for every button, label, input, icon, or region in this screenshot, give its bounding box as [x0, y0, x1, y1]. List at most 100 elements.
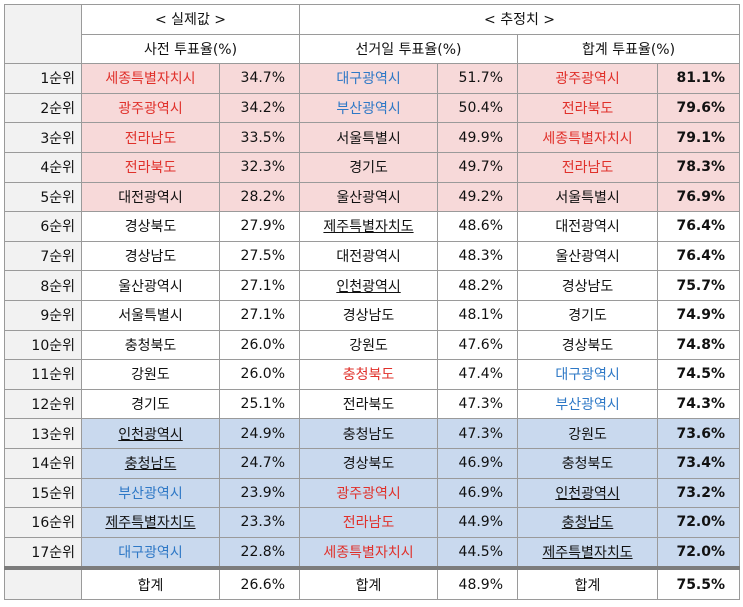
eday-pct-cell: 46.9%	[437, 477, 519, 509]
pre-pct-cell: 32.3%	[218, 151, 301, 183]
pre-pct-cell: 24.9%	[218, 418, 301, 449]
total-region-cell: 광주광역시	[517, 63, 659, 94]
total-region-cell: 전라북도	[517, 92, 659, 124]
total-region-cell: 충청남도	[517, 507, 659, 538]
total-pct-cell: 74.3%	[657, 388, 741, 420]
eday-pct-cell: 44.5%	[437, 536, 519, 569]
eday-pct-cell: 47.3%	[437, 388, 519, 420]
table-row: 16순위 제주특별자치도 23.3% 전라남도 44.9% 충청남도 72.0%	[4, 507, 741, 538]
eday-pct-cell: 46.9%	[437, 447, 519, 479]
table-row: 14순위 충청남도 24.7% 경상북도 46.9% 충청북도 73.4%	[4, 447, 741, 479]
total-pct-cell: 74.9%	[657, 299, 741, 331]
eday-region-cell: 대구광역시	[299, 63, 439, 94]
eday-pct-cell: 51.7%	[437, 63, 519, 94]
turnout-table: < 실제값 > < 추정치 > 사전 투표율(%) 선거일 투표율(%) 합계 …	[4, 3, 741, 600]
pre-pct-cell: 34.7%	[218, 63, 301, 94]
pre-region-cell: 경상남도	[81, 240, 220, 272]
total-label-total: 합계	[517, 566, 659, 600]
rank-cell: 8순위	[4, 270, 82, 301]
total-region-cell: 제주특별자치도	[517, 536, 659, 569]
pre-region-cell: 울산광역시	[81, 270, 220, 301]
pre-pct-cell: 33.5%	[218, 122, 301, 153]
pre-pct-cell: 27.1%	[218, 299, 301, 331]
table-row: 10순위 충청북도 26.0% 강원도 47.6% 경상북도 74.8%	[4, 329, 741, 361]
eday-region-cell: 서울특별시	[299, 122, 439, 153]
table-row: 7순위 경상남도 27.5% 대전광역시 48.3% 울산광역시 76.4%	[4, 240, 741, 272]
total-pct-cell: 76.4%	[657, 211, 741, 242]
eday-region-cell: 울산광역시	[299, 181, 439, 213]
eday-pct-cell: 47.4%	[437, 359, 519, 390]
total-pre-pct: 26.6%	[218, 566, 301, 600]
rank-cell: 13순위	[4, 418, 82, 449]
total-pct-cell: 73.6%	[657, 418, 741, 449]
eday-pct-cell: 50.4%	[437, 92, 519, 124]
pre-pct-cell: 26.0%	[218, 359, 301, 390]
rank-cell: 10순위	[4, 329, 82, 361]
rank-cell: 14순위	[4, 447, 82, 479]
total-region-cell: 경기도	[517, 299, 659, 331]
eday-pct-cell: 48.3%	[437, 240, 519, 272]
total-pct-cell: 74.5%	[657, 359, 741, 390]
pre-region-cell: 전라남도	[81, 122, 220, 153]
total-region-cell: 서울특별시	[517, 181, 659, 213]
pre-region-cell: 대전광역시	[81, 181, 220, 213]
pre-region-cell: 세종특별자치시	[81, 63, 220, 94]
pre-pct-cell: 27.1%	[218, 270, 301, 301]
table-row: 9순위 서울특별시 27.1% 경상남도 48.1% 경기도 74.9%	[4, 299, 741, 331]
col-header-pre: 사전 투표율(%)	[80, 33, 301, 65]
total-pct-cell: 72.0%	[657, 507, 741, 538]
eday-pct-cell: 49.9%	[437, 122, 519, 153]
eday-region-cell: 세종특별자치시	[299, 536, 439, 569]
eday-pct-cell: 47.3%	[437, 418, 519, 449]
pre-pct-cell: 26.0%	[218, 329, 301, 361]
table-row: 2순위 광주광역시 34.2% 부산광역시 50.4% 전라북도 79.6%	[4, 92, 741, 124]
eday-region-cell: 경상남도	[299, 299, 439, 331]
eday-region-cell: 전라북도	[299, 388, 439, 420]
eday-region-cell: 전라남도	[299, 507, 439, 538]
rank-cell: 2순위	[4, 92, 82, 124]
pre-region-cell: 부산광역시	[81, 477, 220, 509]
total-row: 합계 26.6% 합계 48.9% 합계 75.5%	[4, 566, 741, 600]
total-pct-cell: 76.9%	[657, 181, 741, 213]
rank-cell: 6순위	[4, 211, 82, 242]
rank-cell: 4순위	[4, 151, 82, 183]
eday-pct-cell: 49.7%	[437, 151, 519, 183]
eday-pct-cell: 48.2%	[437, 270, 519, 301]
rank-cell: 17순위	[4, 536, 82, 569]
total-region-cell: 경상남도	[517, 270, 659, 301]
total-eday-pct: 48.9%	[437, 566, 519, 600]
total-region-cell: 울산광역시	[517, 240, 659, 272]
eday-pct-cell: 48.1%	[437, 299, 519, 331]
table-row: 1순위 세종특별자치시 34.7% 대구광역시 51.7% 광주광역시 81.1…	[4, 63, 741, 94]
eday-pct-cell: 47.6%	[437, 329, 519, 361]
total-pct-cell: 75.7%	[657, 270, 741, 301]
total-pct-cell: 81.1%	[657, 63, 741, 94]
total-total-pct: 75.5%	[657, 566, 741, 600]
pre-region-cell: 경상북도	[81, 211, 220, 242]
rank-cell: 3순위	[4, 122, 82, 153]
eday-region-cell: 충청남도	[299, 418, 439, 449]
rank-cell: 12순위	[4, 388, 82, 420]
pre-pct-cell: 25.1%	[218, 388, 301, 420]
eday-pct-cell: 44.9%	[437, 507, 519, 538]
table-row: 5순위 대전광역시 28.2% 울산광역시 49.2% 서울특별시 76.9%	[4, 181, 741, 213]
eday-region-cell: 강원도	[299, 329, 439, 361]
total-pct-cell: 79.6%	[657, 92, 741, 124]
total-pct-cell: 73.2%	[657, 477, 741, 509]
table-row: 6순위 경상북도 27.9% 제주특별자치도 48.6% 대전광역시 76.4%	[4, 211, 741, 242]
pre-region-cell: 인천광역시	[81, 418, 220, 449]
pre-region-cell: 전라북도	[81, 151, 220, 183]
total-label-eday: 합계	[299, 566, 439, 600]
rank-cell: 7순위	[4, 240, 82, 272]
pre-pct-cell: 24.7%	[218, 447, 301, 479]
total-rank-cell	[4, 566, 82, 600]
pre-pct-cell: 27.5%	[218, 240, 301, 272]
pre-region-cell: 충청남도	[81, 447, 220, 479]
total-region-cell: 인천광역시	[517, 477, 659, 509]
rank-cell: 16순위	[4, 507, 82, 538]
eday-region-cell: 대전광역시	[299, 240, 439, 272]
eday-region-cell: 경상북도	[299, 447, 439, 479]
table-row: 11순위 강원도 26.0% 충청북도 47.4% 대구광역시 74.5%	[4, 359, 741, 390]
total-region-cell: 강원도	[517, 418, 659, 449]
eday-pct-cell: 49.2%	[437, 181, 519, 213]
